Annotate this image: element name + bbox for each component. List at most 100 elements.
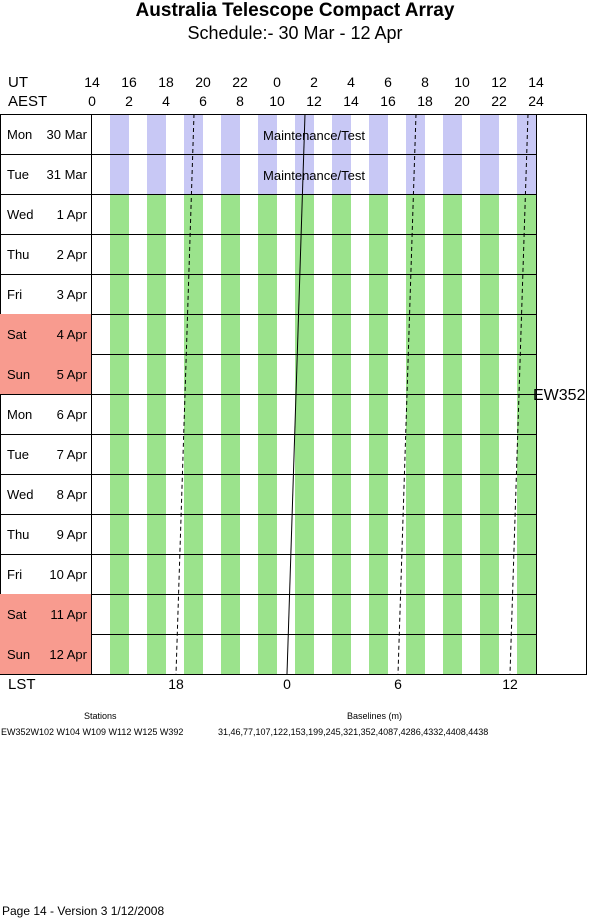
- day-row-label: Mon 30 Mar: [0, 114, 91, 154]
- schedule-stripe: [295, 194, 314, 234]
- day-name: Wed: [7, 487, 34, 502]
- schedule-stripe: [480, 114, 499, 154]
- schedule-stripe: [369, 154, 388, 194]
- schedule-stripe: [184, 634, 203, 674]
- schedule-stripe: [369, 274, 388, 314]
- schedule-stripe: [184, 234, 203, 274]
- day-row-label: Tue 31 Mar: [0, 154, 91, 194]
- stations-value: EW352W102 W104 W109 W112 W125 W392: [1, 727, 184, 737]
- schedule-stripe: [332, 634, 351, 674]
- lst-18-line: [175, 113, 195, 675]
- schedule-stripe: [221, 554, 240, 594]
- day-row-label: Wed 1 Apr: [0, 194, 91, 234]
- schedule-stripe: [295, 594, 314, 634]
- schedule-stripe: [110, 194, 129, 234]
- schedule-stripe: [332, 234, 351, 274]
- schedule-stripe: [258, 514, 277, 554]
- day-row-label: Sat 4 Apr: [0, 314, 91, 354]
- schedule-stripe: [443, 194, 462, 234]
- schedule-stripe: [258, 594, 277, 634]
- schedule-stripe: [406, 634, 425, 674]
- schedule-stripe: [147, 554, 166, 594]
- schedule-stripe: [258, 394, 277, 434]
- schedule-stripe: [258, 234, 277, 274]
- day-row-label: Wed 8 Apr: [0, 474, 91, 514]
- day-row-label: Mon 6 Apr: [0, 394, 91, 434]
- schedule-stripe: [110, 554, 129, 594]
- schedule-stripe: [110, 274, 129, 314]
- schedule-stripe: [443, 634, 462, 674]
- baselines-value: 31,46,77,107,122,153,199,245,321,352,408…: [218, 727, 489, 737]
- day-date: 30 Mar: [46, 127, 87, 142]
- day-name: Sun: [7, 647, 31, 662]
- schedule-stripe: [480, 514, 499, 554]
- day-date: 11 Apr: [50, 607, 87, 622]
- schedule-stripe: [332, 394, 351, 434]
- project-label[interactable]: EW352: [533, 387, 586, 404]
- schedule-stripe: [443, 594, 462, 634]
- schedule-stripe: [443, 514, 462, 554]
- ut-tick: 10: [454, 74, 470, 90]
- schedule-stripe: [184, 434, 203, 474]
- schedule-stripe: [517, 554, 536, 594]
- schedule-stripe: [184, 194, 203, 234]
- stations-heading: Stations: [84, 711, 117, 721]
- schedule-stripe: [480, 434, 499, 474]
- schedule-stripe: [480, 194, 499, 234]
- schedule-stripe: [258, 314, 277, 354]
- schedule-stripe: [517, 314, 536, 354]
- lst-12-line: [509, 113, 529, 675]
- lst-0-line: [286, 113, 306, 675]
- schedule-stripe: [332, 114, 351, 154]
- schedule-stripe: [406, 394, 425, 434]
- schedule-stripe: [110, 314, 129, 354]
- schedule-stripe: [517, 474, 536, 514]
- schedule-stripe: [332, 554, 351, 594]
- ut-tick: 22: [232, 74, 248, 90]
- ut-tick: 8: [421, 74, 429, 90]
- schedule-stripe: [258, 434, 277, 474]
- schedule-stripe: [406, 194, 425, 234]
- schedule-stripe: [184, 314, 203, 354]
- ut-tick: 6: [384, 74, 392, 90]
- schedule-stripe: [258, 354, 277, 394]
- schedule-stripe: [295, 314, 314, 354]
- schedule-stripe: [332, 474, 351, 514]
- schedule-stripe: [295, 274, 314, 314]
- schedule-stripe: [258, 554, 277, 594]
- schedule-stripe: [517, 274, 536, 314]
- aest-tick: 20: [454, 93, 470, 109]
- schedule-stripe: [480, 154, 499, 194]
- ut-tick: 16: [121, 74, 137, 90]
- schedule-stripe: [480, 554, 499, 594]
- schedule-stripe: [517, 154, 536, 194]
- schedule-stripe: [332, 154, 351, 194]
- day-row-label: Sat 11 Apr: [0, 594, 91, 634]
- ut-axis-label: UT: [8, 74, 28, 91]
- schedule-stripe: [110, 634, 129, 674]
- day-name: Fri: [7, 287, 23, 302]
- ut-tick: 0: [273, 74, 281, 90]
- schedule-stripe: [221, 394, 240, 434]
- day-row-label: Tue 7 Apr: [0, 434, 91, 474]
- day-date: 6 Apr: [56, 407, 87, 422]
- day-date: 9 Apr: [56, 527, 87, 542]
- day-name: Fri: [7, 567, 23, 582]
- day-date: 12 Apr: [49, 647, 87, 662]
- day-row-label: Sun 5 Apr: [0, 354, 91, 394]
- schedule-stripe: [184, 394, 203, 434]
- schedule-stripe: [295, 554, 314, 594]
- maintenance-block-label[interactable]: Maintenance/Test: [263, 168, 365, 183]
- maintenance-block-label[interactable]: Maintenance/Test: [263, 128, 365, 143]
- schedule-stripe: [443, 274, 462, 314]
- schedule-stripe: [369, 234, 388, 274]
- schedule-stripe: [184, 514, 203, 554]
- schedule-stripe: [369, 394, 388, 434]
- day-row-label: Fri 10 Apr: [0, 554, 91, 594]
- schedule-stripe: [221, 434, 240, 474]
- aest-tick: 18: [417, 93, 433, 109]
- schedule-stripe: [517, 514, 536, 554]
- schedule-stripe: [147, 194, 166, 234]
- schedule-stripe: [295, 634, 314, 674]
- aest-tick: 14: [343, 93, 359, 109]
